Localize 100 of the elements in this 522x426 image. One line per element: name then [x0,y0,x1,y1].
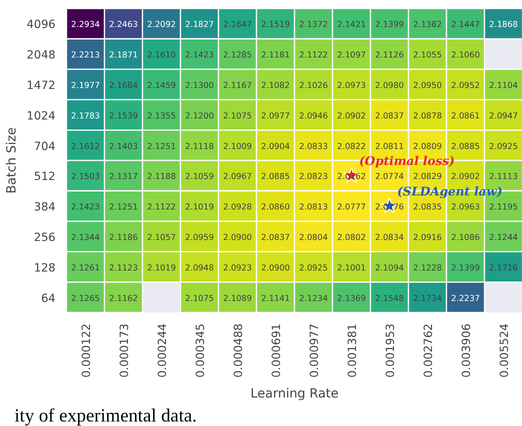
data-label: 2.0885 [261,171,290,182]
data-label: 2.1055 [413,50,442,60]
data-label: 2.1423 [71,202,100,212]
data-label: 2.0834 [375,232,404,242]
data-label: 2.0973 [337,80,366,90]
y-tick-label: 2048 [26,48,56,62]
y-tick-label: 384 [34,200,56,214]
x-axis-title: Learning Rate [250,386,339,401]
data-label: 2.1195 [489,202,518,212]
data-label: 2.1162 [109,292,138,303]
data-label: 2.0900 [261,262,290,272]
data-label: 2.1123 [109,262,138,272]
data-label: 2.0946 [299,110,328,120]
data-label: 2.1075 [185,292,214,303]
data-label: 2.0861 [451,110,480,120]
data-label: 2.1610 [147,50,176,60]
data-label: 2.1403 [109,140,138,151]
data-label: 2.0928 [223,202,252,212]
data-label: 2.1188 [147,171,176,182]
y-tick-label: 64 [41,290,56,305]
data-label: 2.0950 [413,80,442,90]
y-tick-label: 256 [34,230,56,244]
data-label: 2.0802 [337,232,366,242]
data-label: 2.1019 [147,262,176,272]
data-label: 2.1783 [71,110,100,120]
data-label: 2.1234 [299,292,328,303]
data-label: 2.2463 [109,19,138,30]
data-label: 2.1285 [223,50,252,60]
data-label: 2.1118 [185,140,214,151]
data-label: 2.0878 [413,110,442,120]
data-label: 2.0804 [299,232,328,242]
y-tick-label: 1024 [26,108,56,122]
x-tick-label: 0.005524 [497,323,511,378]
data-label: 2.0885 [451,140,480,151]
data-label: 2.1113 [489,171,518,182]
text: ity of experimental data. [14,406,197,426]
data-label: 2.1382 [413,19,442,30]
data-label: 2.1251 [147,140,176,151]
data-label: 2.1251 [109,202,138,212]
data-label: 2.1122 [299,50,328,60]
data-label: 2.1089 [223,292,252,303]
x-tick-label: 0.002762 [421,323,435,378]
data-label: 2.0959 [185,232,214,242]
data-label: 2.0916 [413,232,442,242]
data-label: 2.1019 [185,202,214,212]
data-label: 2.2213 [71,50,100,60]
data-label: 2.0811 [375,140,404,151]
data-label: 2.1647 [223,19,252,30]
data-label: 2.1261 [71,262,100,272]
data-label: 2.1355 [147,110,176,120]
data-label: 2.0980 [375,80,404,90]
data-label: 2.1244 [489,232,518,242]
data-label: 2.1871 [109,50,138,60]
y-tick-label: 1472 [26,78,56,92]
data-label: 2.0829 [413,171,442,182]
x-tick-label: 0.000173 [117,323,131,378]
y-tick-label: 128 [34,260,56,274]
data-label: 2.0813 [299,202,328,212]
data-label: 2.1372 [299,19,328,30]
data-label: 2.1167 [223,80,252,90]
data-label: 2.1344 [71,232,100,242]
y-axis-title: Batch Size [4,127,19,194]
data-label: 2.1684 [109,80,138,90]
data-label: 2.1503 [71,171,100,182]
data-label: 2.0777 [337,202,366,212]
data-label: 2.0774 [375,171,404,182]
data-label: 2.1228 [413,262,442,272]
data-label: 2.1026 [299,80,328,90]
data-label: 2.1447 [451,19,480,30]
data-label: 2.1519 [261,19,290,30]
data-label: 2.1317 [109,171,138,182]
x-tick-label: 0.000691 [269,323,283,378]
data-label: 2.0902 [337,110,366,120]
x-tick-label: 0.000122 [79,323,93,378]
data-label: 2.1186 [109,232,138,242]
data-label: 2.1421 [337,19,366,30]
data-label: 2.1399 [451,262,480,272]
data-label: 2.1126 [375,50,404,60]
x-tick-label: 0.000977 [307,323,321,378]
data-label: 2.2934 [71,19,100,30]
data-label: 2.0925 [299,262,328,272]
data-label: 2.0837 [375,110,404,120]
data-label: 2.1057 [147,232,176,242]
data-label: 2.0900 [223,232,252,242]
data-label: 2.0925 [489,140,518,151]
data-label: 2.1265 [71,292,100,303]
data-label: 2.0904 [261,140,290,151]
data-label: 2.1141 [261,292,290,303]
data-label: 2.1300 [185,80,214,90]
data-label: 2.0952 [451,80,480,90]
data-label: 2.1075 [223,110,252,120]
data-label: 2.1082 [261,80,290,90]
data-label: 2.1059 [185,171,214,182]
data-label: 2.1734 [413,292,442,303]
y-tick-label: 4096 [26,17,56,32]
data-label: 2.0963 [451,202,480,212]
data-label: 2.0835 [413,202,442,212]
data-label: 2.0823 [299,171,328,182]
data-label: 2.1200 [185,110,214,120]
x-tick-label: 0.000488 [231,323,245,378]
